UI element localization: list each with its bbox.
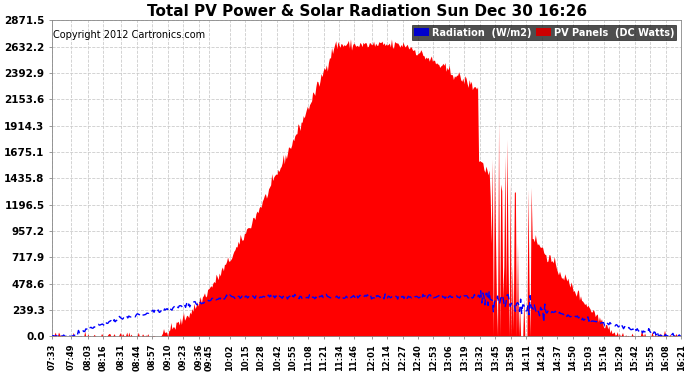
Title: Total PV Power & Solar Radiation Sun Dec 30 16:26: Total PV Power & Solar Radiation Sun Dec… (147, 4, 586, 19)
Text: Copyright 2012 Cartronics.com: Copyright 2012 Cartronics.com (53, 30, 205, 40)
Legend: Radiation  (W/m2), PV Panels  (DC Watts): Radiation (W/m2), PV Panels (DC Watts) (412, 25, 676, 40)
